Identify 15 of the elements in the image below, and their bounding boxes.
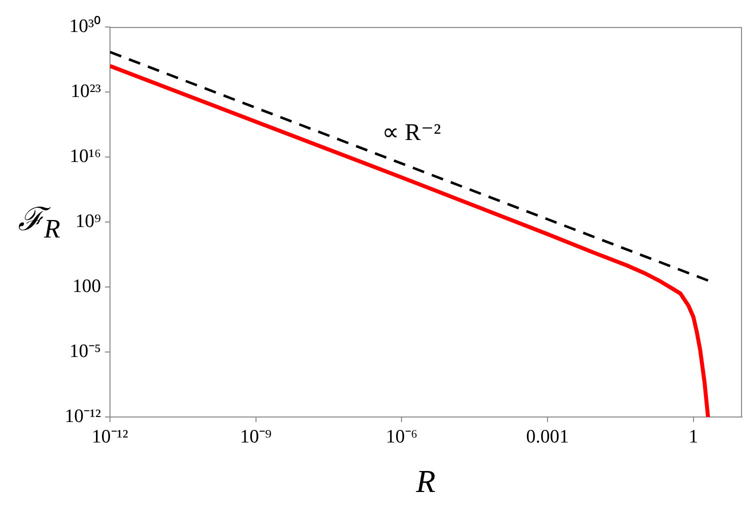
y-tick-label: 10⁹ [75, 210, 102, 232]
x-tick-label: 10⁻¹² [92, 426, 128, 448]
x-tick-label: 0.001 [526, 426, 569, 448]
y-axis-title: ℱ$_{R}$ [18, 200, 60, 243]
y-tick-label: 10⁻⁵ [69, 340, 101, 362]
x-tick-label: 1 [688, 426, 698, 448]
annotation: ∝ R⁻² [382, 120, 441, 146]
y-tick-label: 10⁻¹² [64, 406, 102, 427]
y-tick-label: 10¹⁶ [70, 146, 101, 167]
x-tick-label: 10⁻⁶ [386, 426, 418, 448]
y-tick-label: 10²³ [70, 80, 102, 102]
y-tick-label: 10³⁰ [69, 14, 101, 37]
x-tick-label: 10⁻⁹ [240, 426, 272, 448]
x-axis-title: R [416, 463, 436, 499]
y-tick-label: 100 [72, 276, 101, 297]
